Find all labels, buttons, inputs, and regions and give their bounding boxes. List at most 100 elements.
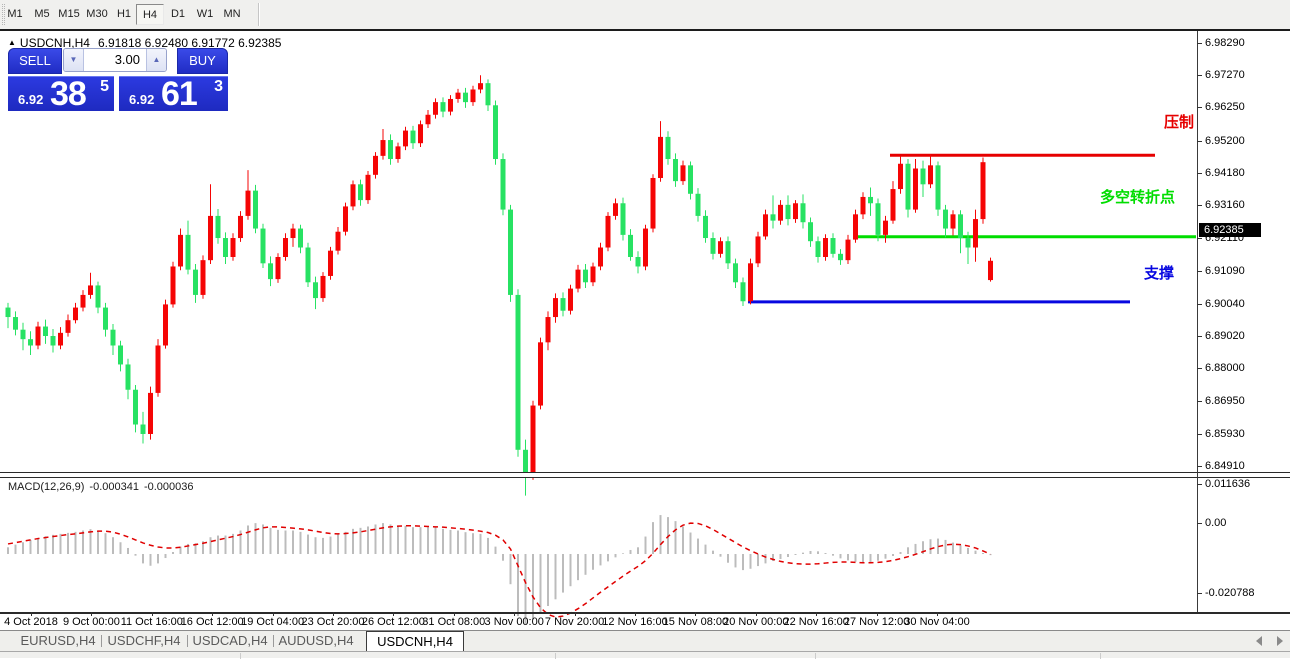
tab-separator xyxy=(101,635,102,647)
time-tick xyxy=(453,612,455,616)
buy-button[interactable]: BUY xyxy=(177,48,228,74)
tab-usdchf[interactable]: USDCHF,H4 xyxy=(107,633,181,648)
statusbar-separator xyxy=(1100,653,1101,659)
tab-scroll-left-icon[interactable] xyxy=(1256,636,1262,646)
macd-pane[interactable] xyxy=(4,509,1197,643)
price-tick xyxy=(1197,401,1202,403)
timeframe-button-m15[interactable]: M15 xyxy=(58,8,80,20)
price-tick-label: 6.90040 xyxy=(1205,297,1245,310)
volume-field[interactable]: 3.00 xyxy=(114,52,140,67)
price-tick-label: 6.93160 xyxy=(1205,199,1245,212)
tab-separator xyxy=(273,635,274,647)
buy-price-panel[interactable]: 6.92 61 3 xyxy=(119,75,228,113)
resistance-label: 压制 xyxy=(1164,114,1195,131)
macd-tick xyxy=(1197,483,1202,485)
price-tick xyxy=(1197,172,1202,174)
tab-usdcnh-active[interactable]: USDCNH,H4 xyxy=(366,631,464,652)
indicator-signal-value: -0.000036 xyxy=(143,481,194,493)
timeframe-button-mn[interactable]: MN xyxy=(223,8,241,20)
time-tick-label: 15 Nov 08:00 xyxy=(662,616,729,628)
price-tick-label: 6.95200 xyxy=(1205,134,1245,147)
statusbar-separator xyxy=(555,653,556,659)
price-tick-label: 6.96250 xyxy=(1205,101,1245,114)
price-tick xyxy=(1197,433,1202,435)
indicator-name: MACD(12,26,9) xyxy=(8,481,85,493)
tab-eurusd[interactable]: EURUSD,H4 xyxy=(20,633,96,648)
price-axis-border xyxy=(1197,31,1198,612)
price-tick xyxy=(1197,205,1202,207)
timeframe-button-m1[interactable]: M1 xyxy=(7,8,23,20)
buy-price-big: 61 xyxy=(161,75,198,113)
macd-tick-label: -0.020788 xyxy=(1205,586,1255,599)
sell-price-big: 38 xyxy=(50,75,87,113)
price-tick xyxy=(1197,335,1202,337)
price-tick xyxy=(1197,140,1202,142)
support-label: 支撑 xyxy=(1144,265,1175,282)
price-tick-label: 6.86950 xyxy=(1205,395,1245,408)
time-axis-border xyxy=(0,612,1290,614)
sell-price-pip: 5 xyxy=(100,78,109,95)
tab-audusd[interactable]: AUDUSD,H4 xyxy=(278,633,354,648)
time-tick xyxy=(755,612,757,616)
chart-frame-border xyxy=(0,29,1290,31)
tab-separator xyxy=(187,635,188,647)
timeframe-toolbar: M1 M5 M15 M30 H1 H4 D1 W1 MN xyxy=(0,0,1290,29)
time-tick-label: 9 Oct 00:00 xyxy=(62,616,120,628)
price-tick xyxy=(1197,238,1202,240)
price-tick-label: 6.91090 xyxy=(1205,264,1245,277)
time-tick-label: 22 Nov 16:00 xyxy=(783,616,849,628)
collapse-triangle-icon[interactable]: ▲ xyxy=(8,38,16,47)
timeframe-button-w1[interactable]: W1 xyxy=(196,8,214,20)
tab-scroll-right-icon[interactable] xyxy=(1277,636,1283,646)
timeframe-button-m5[interactable]: M5 xyxy=(34,8,50,20)
price-tick xyxy=(1197,107,1202,109)
time-tick-label: 31 Oct 08:00 xyxy=(422,616,486,628)
chart-symbol: USDCNH,H4 xyxy=(19,36,90,50)
time-tick xyxy=(635,612,636,616)
macd-tick xyxy=(1197,592,1202,594)
price-tick-label: 6.94180 xyxy=(1205,166,1245,179)
chart-ohlc-values: 6.91818 6.92480 6.91772 6.92385 xyxy=(97,36,282,50)
timeframe-button-h1[interactable]: H1 xyxy=(116,8,132,20)
time-tick xyxy=(31,612,32,616)
time-tick xyxy=(514,612,516,616)
price-tick-label: 6.85930 xyxy=(1205,427,1245,440)
price-tick xyxy=(1197,465,1202,467)
time-tick-label: 11 Oct 16:00 xyxy=(120,616,183,628)
time-tick-label: 7 Nov 20:00 xyxy=(544,616,605,628)
tab-usdcad[interactable]: USDCAD,H4 xyxy=(192,633,268,648)
time-tick xyxy=(695,612,697,616)
main-chart[interactable] xyxy=(4,62,1197,503)
volume-increase-button[interactable]: ▲ xyxy=(146,49,166,71)
toolbar-grip-icon[interactable] xyxy=(2,4,5,25)
price-tick xyxy=(1197,303,1202,305)
current-price-badge: 6.92385 xyxy=(1199,222,1261,237)
statusbar-separator xyxy=(815,653,816,659)
indicator-label: MACD(12,26,9) -0.000341 -0.000036 xyxy=(8,481,199,493)
time-tick xyxy=(393,612,395,616)
sell-price-panel[interactable]: 6.92 38 5 xyxy=(8,75,114,113)
timeframe-button-d1[interactable]: D1 xyxy=(170,8,186,20)
timeframe-button-h4[interactable]: H4 xyxy=(136,4,164,25)
timeframe-button-m30[interactable]: M30 xyxy=(86,8,108,20)
price-tick xyxy=(1197,368,1202,370)
time-tick xyxy=(272,612,274,616)
status-bar xyxy=(0,651,1290,659)
sell-price-prefix: 6.92 xyxy=(18,92,44,107)
time-tick xyxy=(333,612,334,616)
time-tick-label: 4 Oct 2018 xyxy=(4,616,58,628)
sell-button[interactable]: SELL xyxy=(8,48,62,74)
price-tick-label: 6.89020 xyxy=(1205,329,1245,342)
time-tick xyxy=(937,612,938,616)
symbol-tab-bar: EURUSD,H4 USDCHF,H4 USDCAD,H4 AUDUSD,H4 … xyxy=(0,630,1290,652)
pane-splitter[interactable] xyxy=(0,472,1290,478)
price-tick-label: 6.97270 xyxy=(1205,69,1245,82)
price-tick-label: 6.88000 xyxy=(1205,362,1245,375)
volume-decrease-button[interactable]: ▼ xyxy=(64,49,84,71)
time-tick xyxy=(876,612,878,616)
time-tick xyxy=(816,612,818,616)
volume-stepper: ▼ 3.00 ▲ xyxy=(63,48,167,72)
time-tick-label: 30 Nov 04:00 xyxy=(904,616,970,628)
time-tick-label: 26 Oct 12:00 xyxy=(361,616,425,628)
